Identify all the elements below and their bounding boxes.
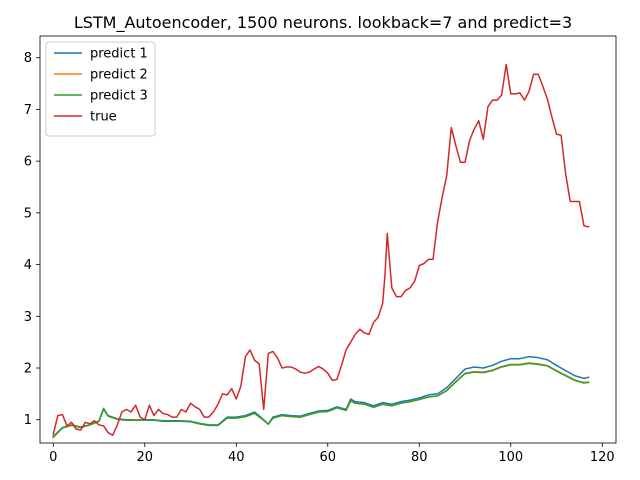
- x-tick-label: 40: [228, 450, 245, 465]
- plot-area: [52, 63, 590, 439]
- x-tick-label: 20: [136, 450, 153, 465]
- axes: 0 20 40 60 80 100 120 1 2 3 4 5 6 7 8: [24, 35, 617, 465]
- legend-label: predict 3: [90, 89, 148, 104]
- y-tick-label: 1: [24, 413, 32, 428]
- legend-box: [45, 41, 156, 137]
- y-tick-label: 2: [24, 362, 32, 377]
- y-tick-label: 7: [24, 103, 32, 118]
- legend-label: predict 2: [90, 68, 148, 83]
- x-tick-label: 0: [49, 450, 57, 465]
- y-tick-label: 5: [24, 206, 32, 221]
- legend: predict 1 predict 2 predict 3 true: [45, 41, 156, 137]
- series-line-predict-3: [52, 362, 590, 439]
- y-tick-label: 4: [24, 258, 32, 273]
- x-tick-label: 80: [411, 450, 428, 465]
- y-tick-label: 8: [24, 51, 32, 66]
- legend-label: predict 1: [90, 47, 148, 62]
- x-tick-label: 100: [498, 450, 523, 465]
- x-tick-label: 60: [319, 450, 336, 465]
- y-tick-label: 6: [24, 155, 32, 170]
- chart-title: LSTM_Autoencoder, 1500 neurons. lookback…: [74, 13, 572, 33]
- legend-label: true: [90, 110, 117, 125]
- x-tick-label: 120: [590, 450, 615, 465]
- y-tick-label: 3: [24, 310, 32, 325]
- series-line-true: [52, 63, 590, 436]
